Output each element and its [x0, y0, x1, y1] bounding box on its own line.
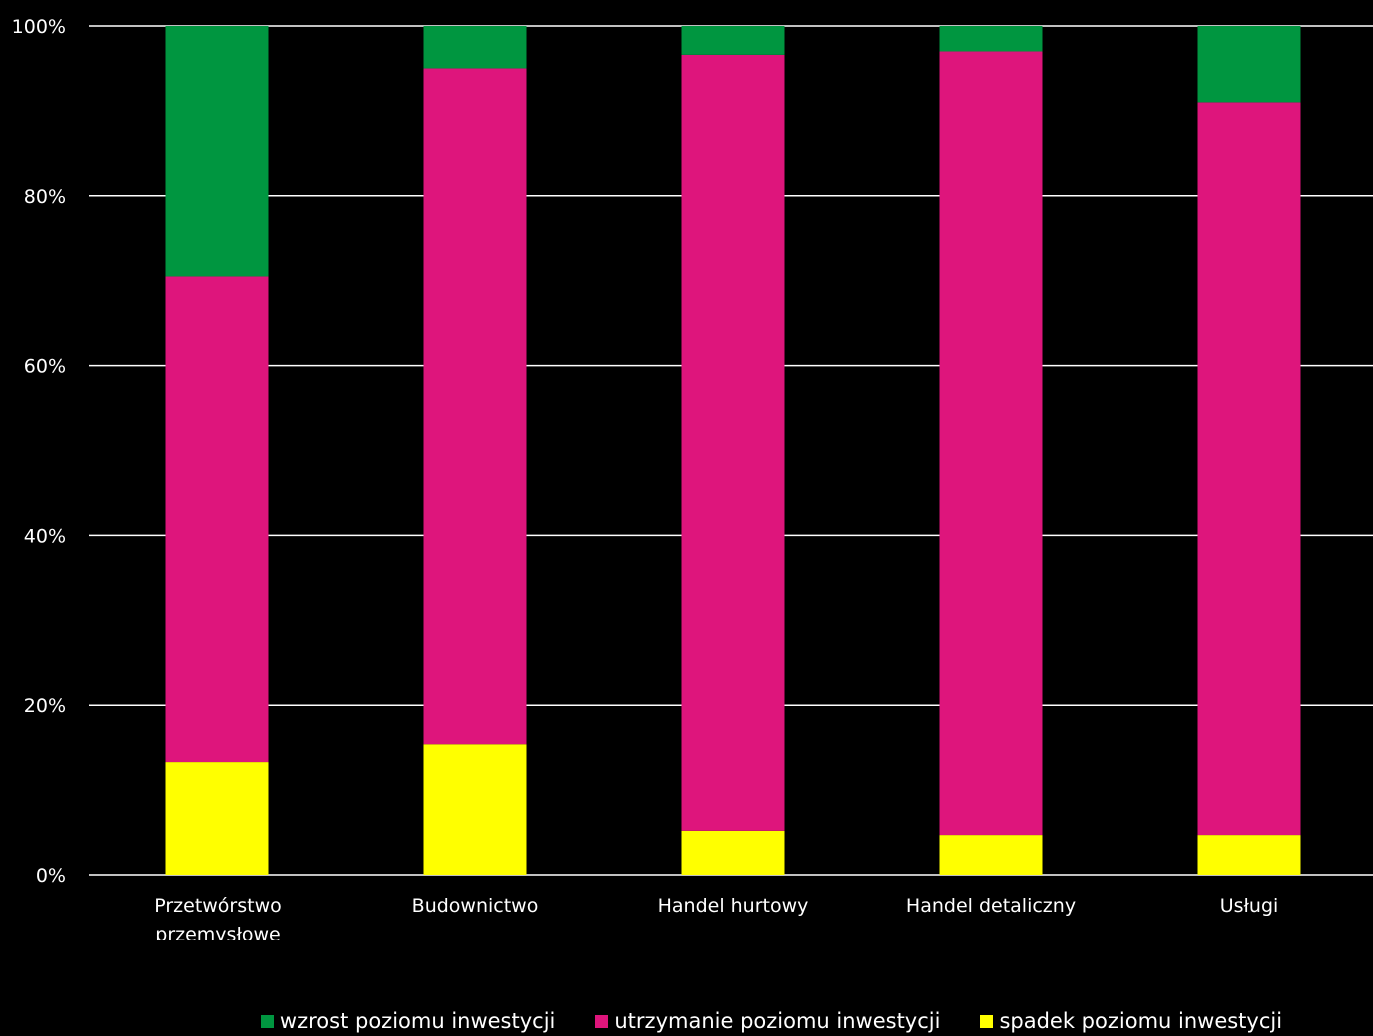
- y-tick-label: 100%: [12, 16, 66, 38]
- bar-segment: [165, 762, 269, 875]
- y-tick-label: 20%: [24, 695, 66, 717]
- y-axis-ticks: 0% 20% 40% 60% 80% 100%: [12, 16, 66, 887]
- bar-segment: [1197, 102, 1301, 836]
- legend: wzrost poziomu inwestycji utrzymanie pozi…: [0, 1006, 1373, 1036]
- bar-segment: [1197, 26, 1301, 103]
- bar-segment: [939, 835, 1043, 875]
- bar-segment: [1197, 835, 1301, 875]
- bars: [165, 26, 1301, 875]
- bar-segment: [681, 26, 785, 55]
- x-axis-categories: Przetwórstwo przemysłowe Budownictwo Handel…: [154, 895, 1279, 946]
- bar-segment: [681, 830, 785, 875]
- bar-segment: [423, 744, 527, 875]
- legend-swatch: [595, 1014, 609, 1028]
- bar-segment: [165, 276, 269, 763]
- y-tick-label: 40%: [24, 525, 66, 547]
- legend-item: wzrost poziomu inwestycji: [260, 1006, 556, 1036]
- x-category-label: Handel hurtowy: [658, 895, 809, 917]
- bar-segment: [681, 54, 785, 831]
- legend-item: spadek poziomu inwestycji: [980, 1006, 1282, 1036]
- x-category-label: Usługi: [1220, 895, 1279, 917]
- legend-label: wzrost poziomu inwestycji: [279, 1009, 556, 1033]
- bar-segment: [939, 26, 1043, 52]
- bar-segment: [423, 26, 527, 69]
- legend-swatch: [980, 1014, 994, 1028]
- x-category-label: Przetwórstwo przemysłowe: [154, 895, 282, 946]
- bar-segment: [165, 26, 269, 277]
- y-tick-label: 60%: [24, 356, 66, 378]
- y-tick-label: 80%: [24, 186, 66, 208]
- bar-segment: [939, 51, 1043, 836]
- x-category-label: Budownictwo: [412, 895, 539, 917]
- legend-label: utrzymanie poziomu inwestycji: [614, 1009, 941, 1033]
- bar-segment: [423, 68, 527, 745]
- legend-swatch: [260, 1014, 274, 1028]
- legend-item: utrzymanie poziomu inwestycji: [595, 1006, 940, 1036]
- x-category-label: Handel detaliczny: [906, 895, 1076, 917]
- y-tick-label: 0%: [36, 865, 66, 887]
- legend-label: spadek poziomu inwestycji: [999, 1009, 1283, 1033]
